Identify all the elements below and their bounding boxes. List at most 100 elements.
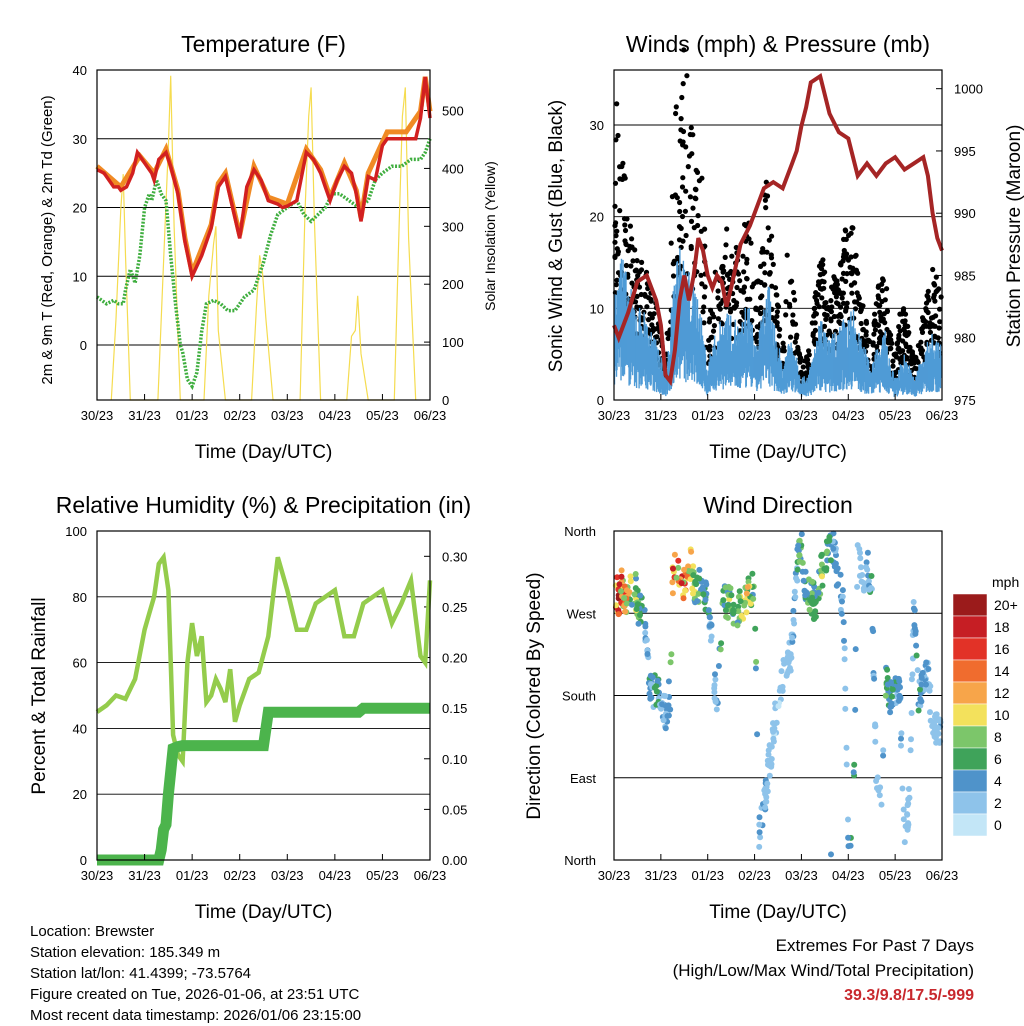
relative-humidity-line xyxy=(95,551,433,768)
x-tick-label: 02/23 xyxy=(738,408,771,423)
gust-point xyxy=(849,225,855,231)
gust-point xyxy=(678,116,684,122)
direction-point xyxy=(692,578,699,585)
direction-point xyxy=(833,582,840,589)
gust-point xyxy=(742,221,748,228)
gust-point xyxy=(644,304,650,310)
gust-point xyxy=(879,281,885,287)
gust-point xyxy=(682,208,689,214)
direction-point xyxy=(884,681,891,688)
direction-point xyxy=(803,589,810,596)
gust-point xyxy=(762,270,768,276)
direction-point xyxy=(899,785,906,792)
direction-point xyxy=(927,709,933,716)
colorbar-swatch xyxy=(952,791,988,815)
direction-point xyxy=(865,578,872,585)
gust-point xyxy=(634,293,640,299)
direction-point xyxy=(712,698,719,705)
gust-point xyxy=(740,253,746,259)
direction-point xyxy=(794,566,801,573)
direction-point xyxy=(919,669,926,676)
gust-point xyxy=(755,278,761,284)
direction-point xyxy=(775,703,782,710)
gust-point xyxy=(834,300,840,306)
direction-point xyxy=(898,735,904,742)
gust-point xyxy=(903,343,910,350)
direction-point xyxy=(766,772,773,779)
direction-point xyxy=(812,608,819,615)
direction-point xyxy=(852,706,859,713)
x-tick-label: 03/23 xyxy=(271,408,304,423)
gust-point xyxy=(680,81,686,87)
direction-points xyxy=(612,530,944,858)
gust-point xyxy=(747,296,753,302)
gust-point xyxy=(698,272,704,278)
gust-point xyxy=(847,264,853,270)
y2-tick-label: 0 xyxy=(442,393,449,408)
direction-point xyxy=(911,622,918,629)
direction-point xyxy=(841,637,847,644)
gust-point xyxy=(914,366,920,372)
gust-point xyxy=(723,242,729,248)
direction-point xyxy=(668,651,675,658)
direction-point xyxy=(662,725,669,732)
direction-point xyxy=(741,602,748,609)
gust-point xyxy=(754,334,760,340)
direction-point xyxy=(784,654,791,661)
gust-point xyxy=(695,213,701,219)
gust-point xyxy=(638,267,645,273)
gust-point xyxy=(692,186,699,192)
direction-point xyxy=(809,578,816,585)
gust-point xyxy=(741,284,748,290)
gust-point xyxy=(876,295,882,301)
gust-point xyxy=(715,288,721,294)
gust-point xyxy=(719,321,725,327)
gust-point xyxy=(920,324,926,330)
direction-point xyxy=(792,594,799,600)
direction-point xyxy=(809,594,816,601)
y2-tick-label: 0.25 xyxy=(442,600,467,615)
direction-point xyxy=(681,566,688,573)
gust-point xyxy=(856,301,862,307)
gust-point xyxy=(632,247,638,253)
gust-point xyxy=(811,313,817,319)
gust-point xyxy=(737,278,743,284)
gust-point xyxy=(915,359,921,365)
direction-point xyxy=(819,573,825,580)
gust-point xyxy=(707,343,713,349)
direction-point xyxy=(736,588,743,595)
gust-point xyxy=(820,257,826,263)
extremes-values: 39.3/9.8/17.5/-999 xyxy=(844,987,974,1004)
gust-point xyxy=(757,310,764,317)
temperature-2m-line xyxy=(96,76,432,282)
direction-point xyxy=(623,600,630,607)
y-tick-label: North xyxy=(564,524,596,539)
direction-point xyxy=(722,607,729,614)
direction-point xyxy=(765,761,771,768)
gust-point xyxy=(880,276,886,282)
gust-point xyxy=(806,348,812,354)
gust-point xyxy=(759,249,765,255)
direction-point xyxy=(772,720,779,727)
colorbar-swatch xyxy=(952,659,988,683)
x-tick-label: 02/23 xyxy=(223,868,256,883)
gust-point xyxy=(825,304,831,311)
direction-point xyxy=(690,572,697,579)
direction-point xyxy=(747,600,754,607)
gust-point xyxy=(744,260,750,266)
direction-point xyxy=(618,567,625,574)
direction-point xyxy=(753,658,760,665)
x-tick-label: 30/23 xyxy=(598,868,631,883)
gust-point xyxy=(679,94,685,101)
gust-point xyxy=(890,358,896,364)
gust-point xyxy=(699,175,705,181)
y2-tick-label: 975 xyxy=(954,393,976,408)
gust-point xyxy=(729,253,735,259)
created-text: Figure created on Tue, 2026-01-06, at 23… xyxy=(30,986,360,1003)
y-tick-label: North xyxy=(564,853,596,868)
gust-point xyxy=(683,232,689,239)
direction-point xyxy=(819,582,826,589)
direction-point xyxy=(830,545,837,552)
plot-border xyxy=(613,530,943,861)
y2-tick-label: 990 xyxy=(954,206,976,221)
